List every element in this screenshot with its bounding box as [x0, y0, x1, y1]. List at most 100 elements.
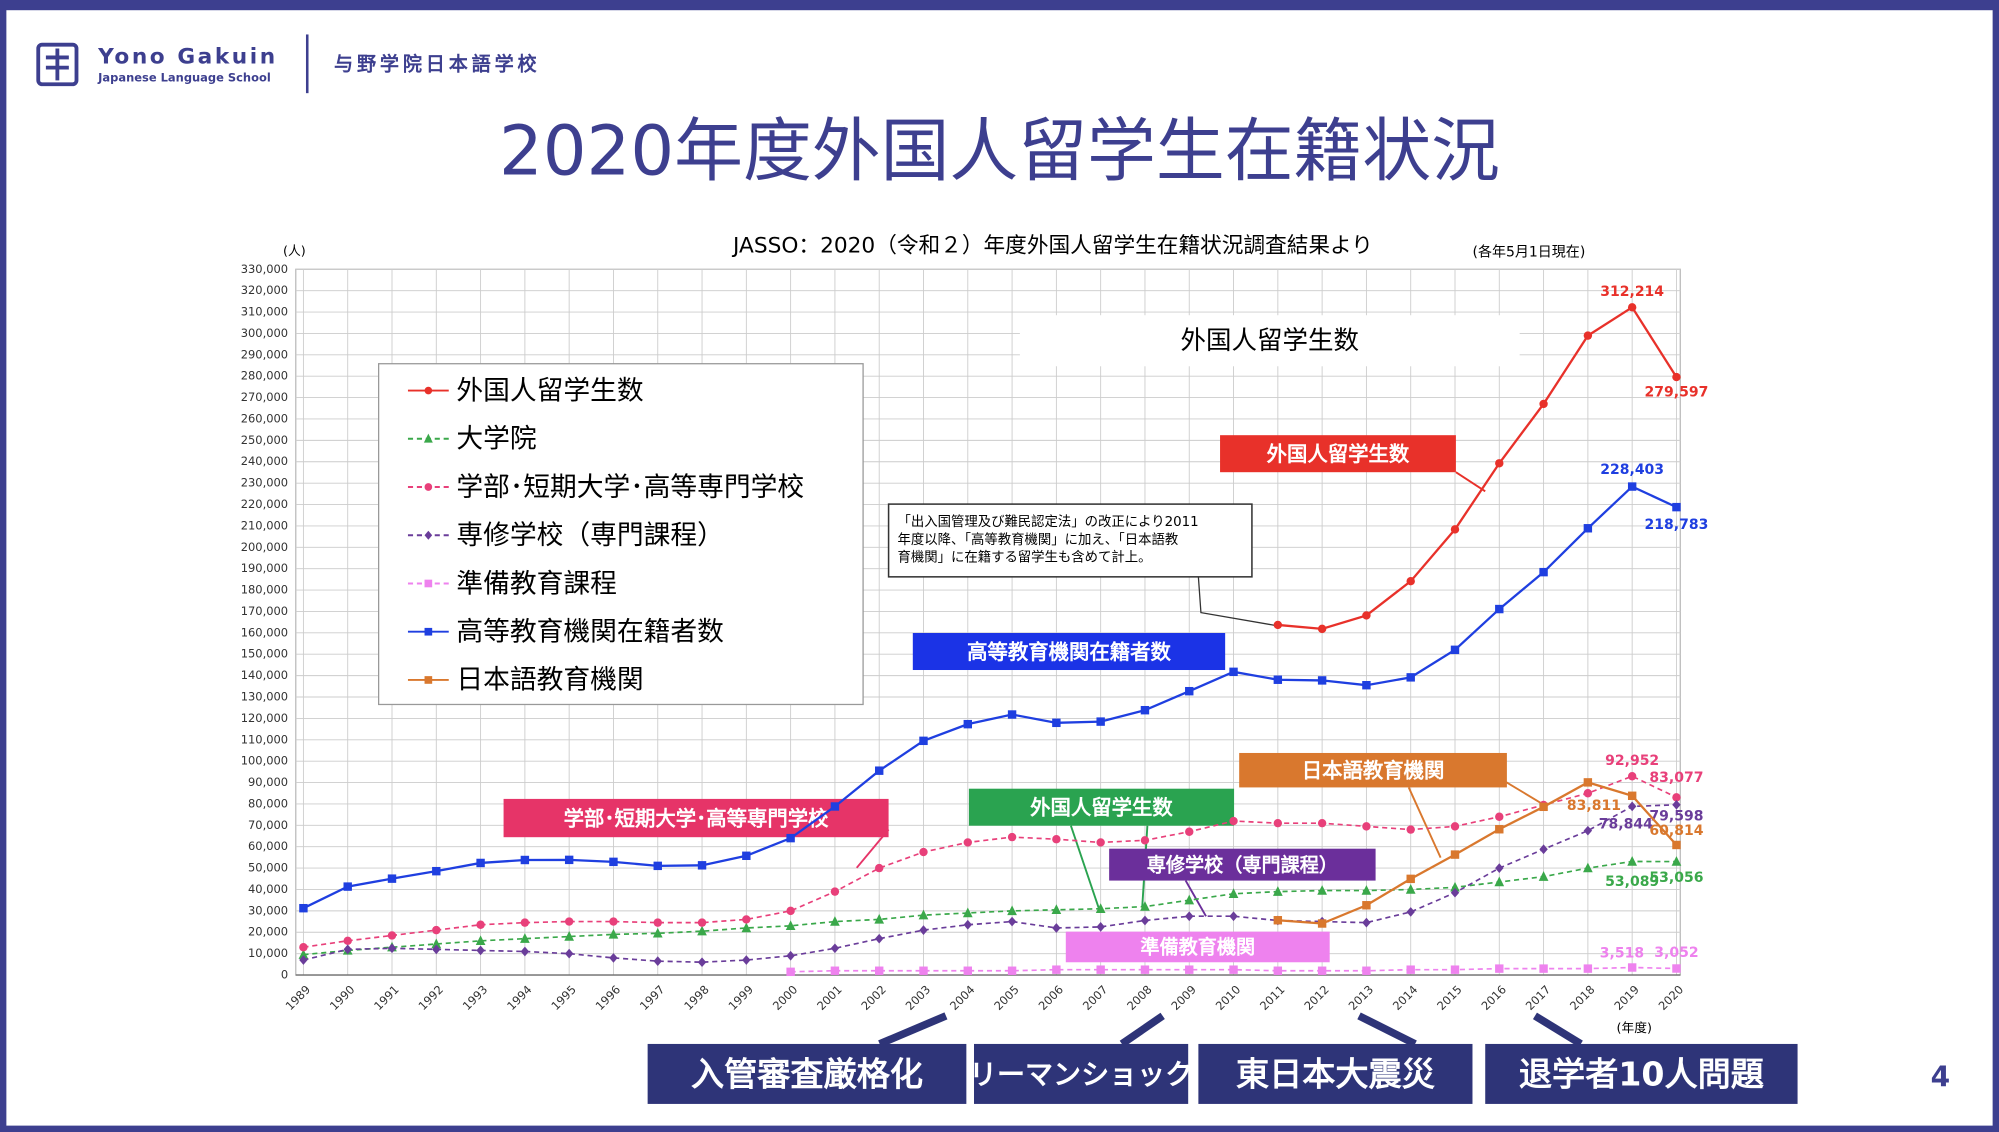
y-tick-label: 320,000: [241, 283, 288, 297]
data-point: [299, 903, 308, 913]
value-label: 79,598: [1649, 808, 1703, 824]
event-label: 退学者10人問題: [1519, 1054, 1765, 1093]
annotation-box: [1239, 752, 1507, 788]
legend-label: 学部･短期大学･高等専門学校: [456, 472, 804, 503]
value-label: 83,077: [1649, 770, 1703, 786]
data-point: [1317, 966, 1327, 975]
y-tick-label: 270,000: [241, 390, 288, 404]
data-point: [1361, 885, 1372, 895]
annotation-text: 高等教育機関在籍者数: [967, 640, 1171, 664]
data-point: [520, 855, 530, 865]
date-note: (各年5月1日現在): [1472, 245, 1585, 261]
data-point: [1539, 802, 1548, 812]
annotation-box: [912, 633, 1226, 671]
data-point: [830, 802, 840, 811]
legend-box: [377, 363, 864, 706]
series-line: [302, 485, 1677, 910]
note-box: [887, 503, 1253, 578]
y-tick-label: 330,000: [241, 262, 288, 276]
data-point: [874, 913, 885, 924]
data-point: [1140, 901, 1150, 911]
y-tick-label: 70,000: [248, 818, 288, 832]
data-point: [652, 927, 663, 938]
data-point: [1450, 850, 1460, 859]
data-point: [1317, 818, 1327, 828]
data-point: [742, 915, 751, 924]
event-arrows: [878, 1012, 1583, 1048]
data-point: [431, 938, 442, 949]
y-tick-label: 200,000: [241, 540, 288, 554]
data-point: [1228, 888, 1239, 898]
y-tick-label: 210,000: [241, 518, 288, 532]
data-point: [1185, 965, 1194, 974]
slide-title: 2020年度外国人留学生在籍状況: [499, 112, 1500, 192]
data-point: [786, 833, 795, 843]
y-tick-label: 150,000: [241, 647, 288, 661]
y-tick-label: 20,000: [248, 925, 288, 939]
data-point: [1495, 812, 1504, 821]
data-point: [608, 928, 619, 939]
data-point: [1007, 832, 1017, 842]
data-point: [1362, 917, 1371, 928]
note-text: 年度以降、「高等教育機関」に加え、「日本語教: [898, 531, 1179, 548]
annotation-box: [968, 788, 1235, 826]
data-point: [1539, 964, 1548, 973]
data-point: [1406, 965, 1415, 974]
value-label: 3,052: [1654, 945, 1698, 961]
data-point: [520, 918, 530, 927]
data-point: [1007, 905, 1017, 916]
data-point: [520, 946, 530, 957]
value-label: 92,952: [1605, 753, 1659, 769]
data-point: [1495, 863, 1504, 873]
data-point: [1051, 904, 1062, 915]
legend-label: 高等教育機関在籍者数: [456, 616, 724, 647]
data-point: [609, 917, 618, 926]
data-point: [1273, 675, 1283, 684]
data-point: [1583, 825, 1593, 836]
value-label: 312,214: [1600, 284, 1664, 300]
data-point: [1140, 915, 1150, 926]
event-label: 東日本大震災: [1236, 1054, 1436, 1093]
data-point: [476, 920, 485, 929]
data-point: [1362, 611, 1371, 620]
y-tick-label: 240,000: [241, 454, 288, 468]
note-text: 育機関」に在籍する留学生も含めて計上。: [898, 549, 1152, 566]
data-point: [1095, 903, 1106, 913]
data-point: [830, 966, 840, 975]
data-point: [653, 918, 662, 927]
data-point: [830, 916, 840, 926]
data-point: [1494, 876, 1505, 887]
data-point: [697, 925, 707, 936]
data-point: [1406, 825, 1415, 834]
data-point: [1539, 399, 1548, 409]
data-point: [1184, 894, 1195, 905]
data-point: [1273, 818, 1283, 828]
data-point: [785, 920, 796, 931]
data-point: [1140, 705, 1150, 715]
data-point: [1052, 965, 1061, 974]
data-point: [875, 766, 884, 775]
annotation-box: [1109, 848, 1376, 881]
data-point: [1317, 624, 1327, 634]
data-point: [1317, 919, 1327, 928]
data-point: [1273, 620, 1283, 630]
data-point: [1539, 567, 1548, 577]
value-label: 218,783: [1645, 517, 1709, 533]
data-point: [1583, 862, 1593, 873]
y-tick-label: 230,000: [241, 476, 288, 490]
data-point: [1495, 604, 1504, 614]
data-point: [1672, 793, 1681, 802]
data-point: [1405, 883, 1416, 894]
y-tick-label: 90,000: [248, 775, 288, 789]
series-line: [1277, 305, 1678, 631]
data-point: [1627, 963, 1637, 972]
data-point: [432, 925, 441, 935]
y-tick-label: 0: [281, 968, 288, 982]
y-tick-label: 50,000: [248, 861, 288, 875]
legend-label: 準備教育課程: [456, 568, 617, 599]
data-point: [387, 874, 397, 883]
data-point: [1273, 916, 1283, 925]
data-point: [387, 931, 397, 940]
